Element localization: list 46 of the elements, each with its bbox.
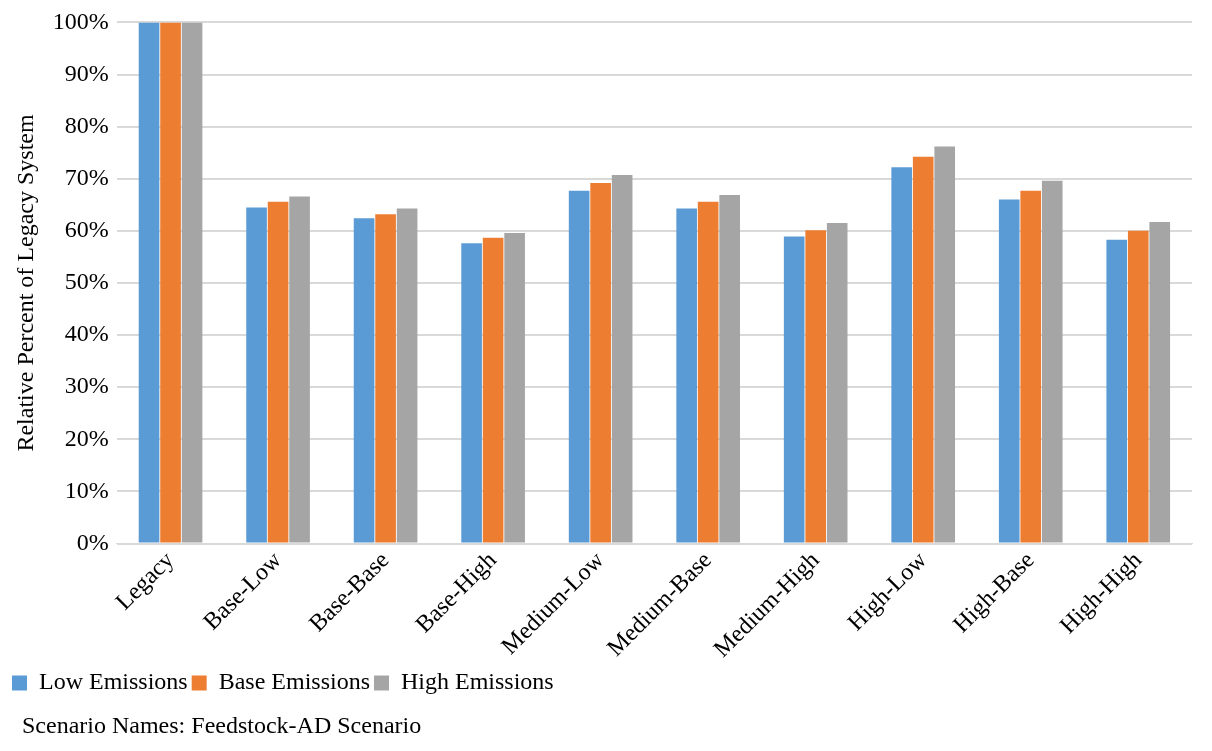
y-tick-label: 60% [64, 216, 109, 243]
y-tick-label: 70% [64, 164, 109, 191]
bar [461, 243, 482, 543]
bar [676, 208, 697, 543]
bar [1041, 180, 1063, 543]
bar [375, 214, 396, 543]
bar [912, 156, 934, 543]
bar [160, 22, 181, 543]
legend-label: Base Emissions [218, 668, 371, 695]
bar [697, 201, 719, 543]
bar [1127, 230, 1149, 543]
bar [246, 207, 267, 543]
bar [504, 232, 525, 543]
bar [611, 175, 633, 543]
bar [1106, 239, 1128, 543]
bar [783, 236, 805, 543]
bar [934, 146, 956, 543]
bar [267, 201, 289, 543]
bar [353, 218, 375, 543]
bar [590, 182, 611, 543]
bar [891, 167, 913, 543]
bar [568, 190, 590, 543]
bar [1149, 222, 1171, 543]
legend-label: High Emissions [401, 668, 554, 695]
y-axis-title: Relative Percent of Legacy System [11, 114, 38, 452]
legend-label: Low Emissions [39, 668, 188, 695]
bar [998, 199, 1020, 543]
bar [138, 22, 160, 543]
y-tick-label: 20% [64, 424, 109, 451]
y-tick-label: 90% [64, 59, 109, 86]
bar [826, 223, 848, 543]
y-tick-label: 50% [64, 268, 109, 295]
y-tick-label: 30% [64, 372, 109, 399]
bar [805, 230, 826, 543]
y-tick-label: 80% [64, 111, 109, 138]
bar [396, 208, 418, 543]
text: Scenario Names: Feedstock-AD Scenario [22, 712, 422, 739]
bar [1020, 190, 1042, 543]
y-tick-label: 100% [52, 7, 109, 34]
y-tick-label: 10% [64, 476, 109, 503]
bar [719, 194, 740, 543]
y-tick-label: 40% [64, 320, 109, 347]
bar [181, 22, 203, 543]
y-tick-label: 0% [76, 528, 109, 555]
bar [482, 237, 504, 543]
bar [289, 196, 310, 543]
